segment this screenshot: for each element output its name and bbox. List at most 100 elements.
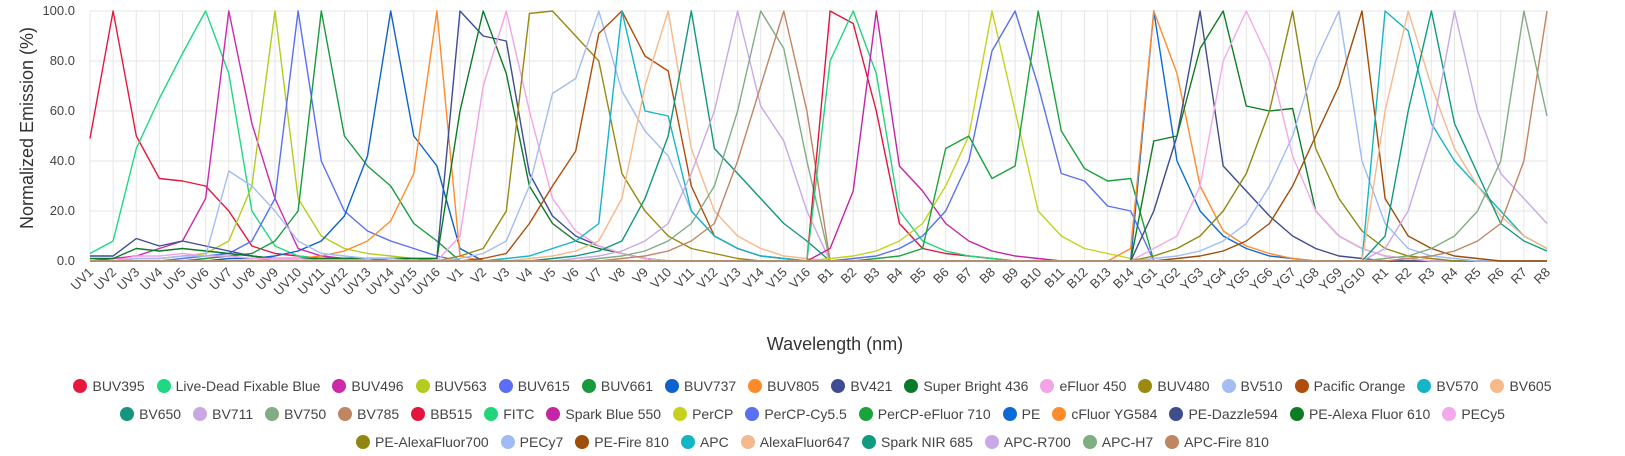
legend-item[interactable]: BUV496 — [332, 378, 404, 394]
legend-label: BUV615 — [517, 378, 570, 394]
gridlines — [89, 10, 1548, 262]
legend-item[interactable]: Pacific Orange — [1294, 378, 1405, 394]
legend-item[interactable]: BV785 — [338, 406, 399, 422]
x-tick-label: R1 — [1369, 265, 1391, 287]
legend-item[interactable]: PECy7 — [500, 434, 564, 450]
legend-item[interactable]: Spark Blue 550 — [546, 406, 661, 422]
legend-item[interactable]: PE — [1002, 406, 1040, 422]
legend-item[interactable]: PerCP-Cy5.5 — [745, 406, 847, 422]
legend-swatch-icon — [1417, 379, 1432, 393]
legend-item[interactable]: Spark NIR 685 — [862, 434, 973, 450]
legend-label: AlexaFluor647 — [759, 434, 851, 450]
legend-label: BV510 — [1240, 378, 1283, 394]
legend-item[interactable]: APC — [680, 434, 729, 450]
legend-row: PE-AlexaFluor700 PECy7 PE-Fire 810 APC Alexa… — [0, 428, 1625, 456]
legend-item[interactable]: BV570 — [1417, 378, 1478, 394]
legend-label: PE-AlexaFluor700 — [375, 434, 489, 450]
x-tick-label: YG1 — [1131, 265, 1160, 294]
x-tick-label: UV1 — [68, 265, 96, 293]
x-tick-label: B8 — [976, 265, 998, 287]
legend-item[interactable]: BUV661 — [581, 378, 653, 394]
legend-item[interactable]: PE-AlexaFluor700 — [356, 434, 489, 450]
legend-item[interactable]: BV650 — [120, 406, 181, 422]
legend-item[interactable]: BV605 — [1490, 378, 1552, 394]
legend-swatch-icon — [338, 407, 353, 421]
legend-swatch-icon — [1294, 379, 1309, 393]
legend-item[interactable]: PerCP — [673, 406, 733, 422]
legend-swatch-icon — [356, 435, 371, 449]
x-tick-label: V7 — [583, 265, 605, 287]
legend-swatch-icon — [193, 407, 208, 421]
x-tick-label: R2 — [1392, 265, 1414, 287]
legend-item[interactable]: PE-Fire 810 — [575, 434, 669, 450]
legend-label: PECy7 — [519, 434, 564, 450]
legend-item[interactable]: BUV395 — [73, 378, 145, 394]
x-tick-label: YG3 — [1177, 265, 1206, 294]
legend-item[interactable]: Live-Dead Fixable Blue — [156, 378, 320, 394]
legend-item[interactable]: BUV737 — [665, 378, 736, 394]
x-tick-label: B3 — [861, 265, 883, 287]
legend-item[interactable]: AlexaFluor647 — [740, 434, 851, 450]
legend-label: BV570 — [1436, 378, 1479, 394]
legend-row: BV650 BV711 BV750 BV785 BB515 FITC Spark Blue … — [0, 400, 1625, 428]
legend-swatch-icon — [575, 435, 590, 449]
legend-item[interactable]: BV510 — [1221, 378, 1283, 394]
y-tick-label: 80.0 — [50, 53, 75, 68]
legend-item[interactable]: cFluor YG584 — [1052, 406, 1157, 422]
legend-label: BV750 — [284, 406, 327, 422]
legend-row: BUV395 Live-Dead Fixable Blue BUV496 BUV563… — [0, 372, 1625, 400]
x-tick-label: UV7 — [206, 265, 234, 293]
legend-label: BV421 — [850, 378, 893, 394]
legend-item[interactable]: BUV615 — [498, 378, 570, 394]
x-tick-label: R6 — [1485, 265, 1507, 287]
legend-item[interactable]: BV421 — [831, 378, 892, 394]
legend-swatch-icon — [740, 435, 755, 449]
legend-swatch-icon — [120, 407, 135, 421]
x-tick-label: B9 — [999, 265, 1021, 287]
legend-label: cFluor YG584 — [1071, 406, 1158, 422]
legend-label: BV711 — [212, 406, 254, 422]
x-tick-label: UV3 — [114, 265, 142, 293]
x-tick-label: YG4 — [1200, 265, 1229, 294]
legend-label: BUV805 — [767, 378, 820, 394]
legend-item[interactable]: APC-R700 — [984, 434, 1071, 450]
legend-swatch-icon — [862, 435, 877, 449]
legend-item[interactable]: BUV480 — [1138, 378, 1210, 394]
legend-label: PerCP-eFluor 710 — [877, 406, 991, 422]
x-tick-label: YG5 — [1223, 265, 1252, 294]
legend-swatch-icon — [546, 407, 561, 421]
legend-swatch-icon — [332, 379, 347, 393]
legend-item[interactable]: PE-Alexa Fluor 610 — [1289, 406, 1430, 422]
legend-label: Spark NIR 685 — [881, 434, 973, 450]
legend-item[interactable]: FITC — [484, 406, 534, 422]
legend-item[interactable]: APC-H7 — [1082, 434, 1153, 450]
legend-item[interactable]: BUV805 — [748, 378, 819, 394]
legend-swatch-icon — [858, 407, 873, 421]
legend-swatch-icon — [500, 435, 515, 449]
x-tick-label: V14 — [740, 265, 767, 292]
legend-label: BV650 — [139, 406, 182, 422]
legend-item[interactable]: eFluor 450 — [1040, 378, 1126, 394]
legend-swatch-icon — [831, 379, 846, 393]
legend-swatch-icon — [904, 379, 919, 393]
y-axis-ticks: 0.0 20.0 40.0 60.0 80.0 100.0 — [42, 3, 75, 268]
legend-item[interactable]: BV750 — [265, 406, 326, 422]
x-axis-ticks: UV1UV2UV3UV4UV5UV6UV7UV8UV9UV10UV11UV12U… — [68, 265, 1553, 299]
y-axis-title: Normalized Emission (%) — [17, 27, 37, 229]
legend-item[interactable]: APC-Fire 810 — [1165, 434, 1269, 450]
x-tick-label: B1 — [814, 265, 836, 287]
legend-item[interactable]: BV711 — [193, 406, 253, 422]
legend-item[interactable]: PE-Dazzle594 — [1169, 406, 1278, 422]
legend-swatch-icon — [1221, 379, 1236, 393]
legend-label: APC-R700 — [1003, 434, 1071, 450]
legend-label: APC-Fire 810 — [1184, 434, 1269, 450]
legend-label: PE-Fire 810 — [594, 434, 669, 450]
legend-item[interactable]: BB515 — [411, 406, 472, 422]
x-tick-label: B12 — [1064, 265, 1091, 292]
legend-label: PE-Dazzle594 — [1188, 406, 1278, 422]
legend-item[interactable]: PerCP-eFluor 710 — [858, 406, 991, 422]
legend-item[interactable]: PECy5 — [1442, 406, 1505, 422]
legend-item[interactable]: BUV563 — [415, 378, 487, 394]
legend-label: PerCP-Cy5.5 — [764, 406, 847, 422]
legend-item[interactable]: Super Bright 436 — [904, 378, 1028, 394]
